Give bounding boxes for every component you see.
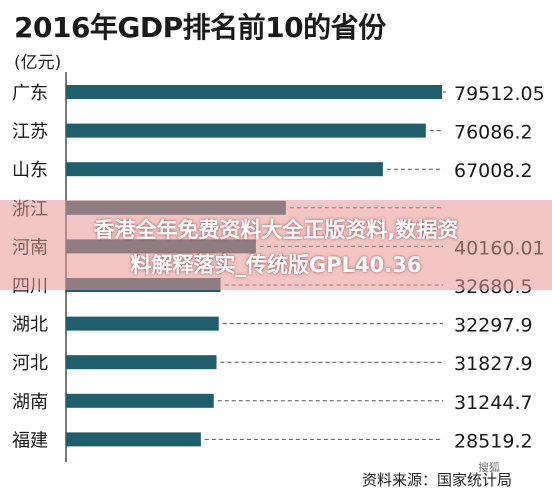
value-label: 28519.2	[454, 430, 533, 452]
category-label: 广东	[12, 83, 48, 104]
bar	[66, 162, 383, 177]
chart-title: 2016年GDP排名前10的省份	[14, 11, 386, 44]
bar	[66, 393, 214, 408]
overlay-banner	[0, 200, 552, 290]
value-label: 76086.2	[454, 122, 533, 144]
category-label: 福建	[12, 430, 48, 451]
bar	[66, 85, 442, 99]
category-label: 河北	[12, 353, 48, 374]
bar	[66, 432, 201, 447]
bar	[66, 123, 426, 138]
category-label: 湖南	[12, 392, 48, 413]
bar	[66, 316, 219, 331]
unit-label: (亿元)	[14, 53, 62, 73]
watermark-logo: 搜狐	[478, 461, 500, 474]
source-note: 资料来源：国家统计局	[362, 471, 513, 489]
bar	[66, 355, 217, 370]
overlay-text-line-2: 料解释落实_传统版GPL40.36	[130, 253, 422, 277]
category-label: 湖北	[12, 315, 48, 336]
category-label: 山东	[12, 160, 48, 181]
value-label: 79512.05	[454, 83, 545, 105]
value-label: 31244.7	[454, 392, 533, 414]
overlay-text-line-1: 香港全年免费资料大全正版资料,数据资	[93, 218, 459, 242]
category-label: 江苏	[12, 122, 48, 143]
value-label: 32297.9	[454, 315, 533, 337]
value-label: 31827.9	[454, 353, 533, 375]
value-label: 67008.2	[454, 160, 533, 182]
